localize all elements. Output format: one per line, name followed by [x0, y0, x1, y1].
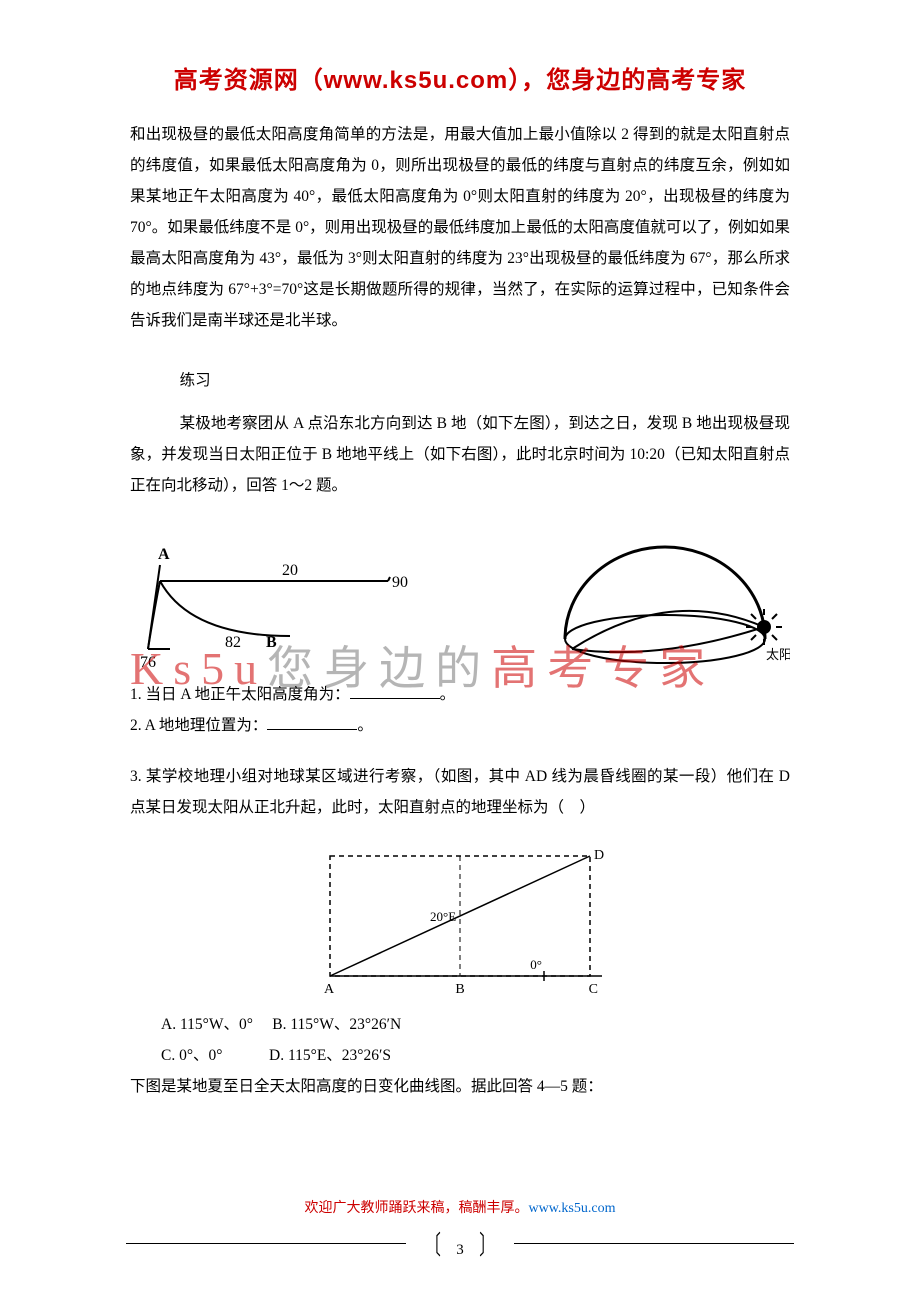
footer-url: www.ks5u.com — [529, 1201, 616, 1216]
q2-blank — [267, 715, 357, 731]
footer-main: 欢迎广大教师踊跃来稿，稿酬丰厚。 — [305, 1201, 529, 1216]
page-number-row: 〔 3 〕 — [0, 1225, 920, 1262]
q4-5-intro: 下图是某地夏至日全天太阳高度的日变化曲线图。据此回答 4—5 题： — [130, 1071, 790, 1102]
body-paragraph: 和出现极昼的最低太阳高度角简单的方法是，用最大值加上最小值除以 2 得到的就是太… — [130, 119, 790, 336]
pageline-right — [514, 1243, 794, 1244]
page-header: 高考资源网（www.ks5u.com），您身边的高考专家 — [130, 60, 790, 95]
fig1-val-82: 82 — [225, 634, 241, 651]
pageline-left — [126, 1243, 406, 1244]
q2-suffix: 。 — [357, 717, 373, 734]
figure-2-wrap: A B C D 20°E 0° — [130, 841, 790, 1001]
question-3: 3. 某学校地理小组对地球某区域进行考察，（如图，其中 AD 线为晨昏线圈的某一… — [130, 761, 790, 823]
option-B: B. 115°W、23°26′N — [272, 1016, 401, 1033]
q1-blank — [350, 684, 440, 700]
sun-icon — [746, 609, 782, 645]
fig1-label-A: A — [158, 546, 170, 563]
option-A: A. 115°W、0° — [161, 1016, 253, 1033]
figure-1-right: 太阳 — [550, 531, 790, 671]
exercise-intro: 某极地考察团从 A 点沿东北方向到达 B 地（如下左图），到达之日，发现 B 地… — [130, 408, 790, 501]
question-1: 1. 当日 A 地正午太阳高度角为： 。 — [130, 679, 790, 710]
fig2-label-B: B — [455, 982, 464, 997]
q2-prefix: 2. A 地地理位置为： — [130, 717, 267, 734]
page-number: 3 — [446, 1242, 474, 1258]
q3-options: A. 115°W、0° B. 115°W、23°26′N C. 0°、0° D.… — [161, 1009, 790, 1071]
fig2-20E: 20°E — [430, 909, 456, 924]
figure-row-1: A 20 90 76 82 B — [130, 531, 790, 671]
fig2-label-C: C — [589, 982, 598, 997]
fig1-val-90: 90 — [392, 574, 408, 591]
bracket-right-icon: 〕 — [479, 1225, 495, 1262]
fig1-sun-label: 太阳 — [766, 647, 790, 662]
question-2: 2. A 地地理位置为： 。 — [130, 710, 790, 741]
fig2-0deg: 0° — [530, 957, 542, 972]
figure-1-left: A 20 90 76 82 B — [130, 541, 410, 671]
option-D: D. 115°E、23°26′S — [269, 1047, 391, 1064]
fig2-label-A: A — [324, 982, 335, 997]
option-C: C. 0°、0° — [161, 1047, 223, 1064]
exercise-heading: 练习 — [130, 368, 790, 390]
fig2-label-D: D — [594, 848, 604, 863]
page-footer: 欢迎广大教师踊跃来稿，稿酬丰厚。www.ks5u.com 〔 3 〕 — [0, 1197, 920, 1262]
figure-2: A B C D 20°E 0° — [310, 841, 610, 1001]
bracket-left-icon: 〔 — [425, 1225, 441, 1262]
q1-prefix: 1. 当日 A 地正午太阳高度角为： — [130, 686, 350, 703]
q1-suffix: 。 — [440, 686, 456, 703]
footer-text: 欢迎广大教师踊跃来稿，稿酬丰厚。www.ks5u.com — [0, 1197, 920, 1217]
fig1-label-B: B — [266, 634, 277, 651]
fig1-val-20: 20 — [282, 562, 298, 579]
fig1-val-76: 76 — [140, 654, 156, 671]
page-number-box: 〔 3 〕 — [406, 1225, 514, 1262]
